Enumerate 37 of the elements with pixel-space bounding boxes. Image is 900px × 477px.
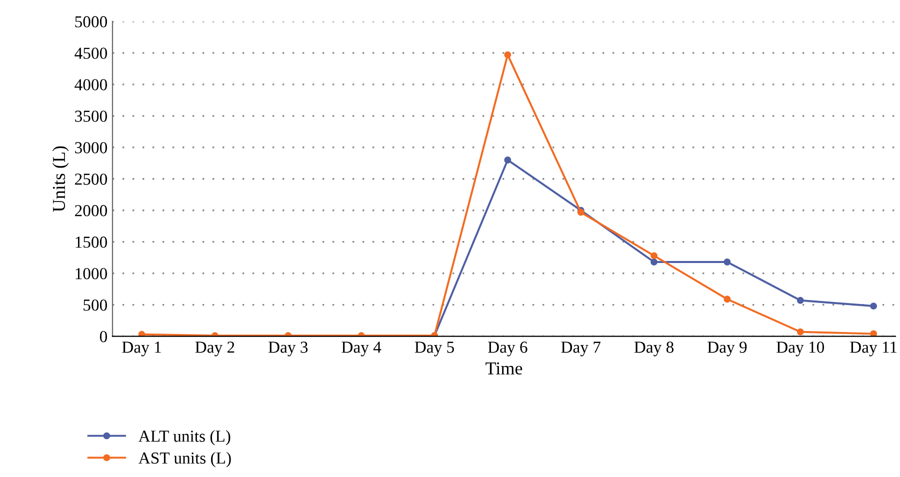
x-tick-label: Day 8: [634, 342, 674, 356]
point: [650, 252, 658, 260]
x-tick-label: Day 5: [414, 342, 454, 356]
point: [724, 258, 731, 266]
x-tick-label: Day 3: [268, 342, 308, 356]
y-tick-label: 5000: [75, 16, 108, 28]
x-tick-label: Day 1: [122, 342, 161, 356]
x-tick-label: Day 7: [561, 342, 600, 356]
y-axis-title: Units (L): [52, 146, 69, 212]
y-tick-label: 500: [84, 300, 108, 311]
y-tick-label: 4500: [74, 48, 108, 59]
y-tick-label: 0: [100, 330, 108, 342]
point: [504, 156, 512, 164]
point: [870, 330, 878, 336]
y-tick-label: 2500: [75, 174, 108, 185]
y-tick-label: 1500: [76, 236, 108, 248]
point: [870, 302, 878, 310]
point: [650, 258, 658, 266]
point: [504, 51, 512, 58]
x-tick-label: Day 11: [850, 342, 897, 356]
point: [138, 330, 146, 336]
x-axis-title: Time: [486, 362, 522, 375]
x-tick-label: Day 9: [708, 342, 747, 356]
y-tick-label: 1000: [76, 268, 108, 280]
point: [796, 328, 804, 336]
point: [724, 296, 731, 303]
legend-label: ALT units (L): [138, 430, 230, 446]
y-tick-label: 3000: [75, 142, 108, 154]
point: [796, 296, 804, 304]
x-tick-label: Day 6: [488, 342, 528, 356]
y-tick-label: 4000: [74, 79, 108, 90]
x-tick-label: Day 4: [342, 342, 382, 356]
x-tick-label: Day 2: [195, 342, 234, 356]
y-tick-label: 2000: [75, 205, 108, 216]
legend-label: AST units (L): [138, 452, 231, 468]
y-tick-label: 3500: [75, 110, 108, 122]
x-tick-label: Day 10: [776, 342, 824, 356]
